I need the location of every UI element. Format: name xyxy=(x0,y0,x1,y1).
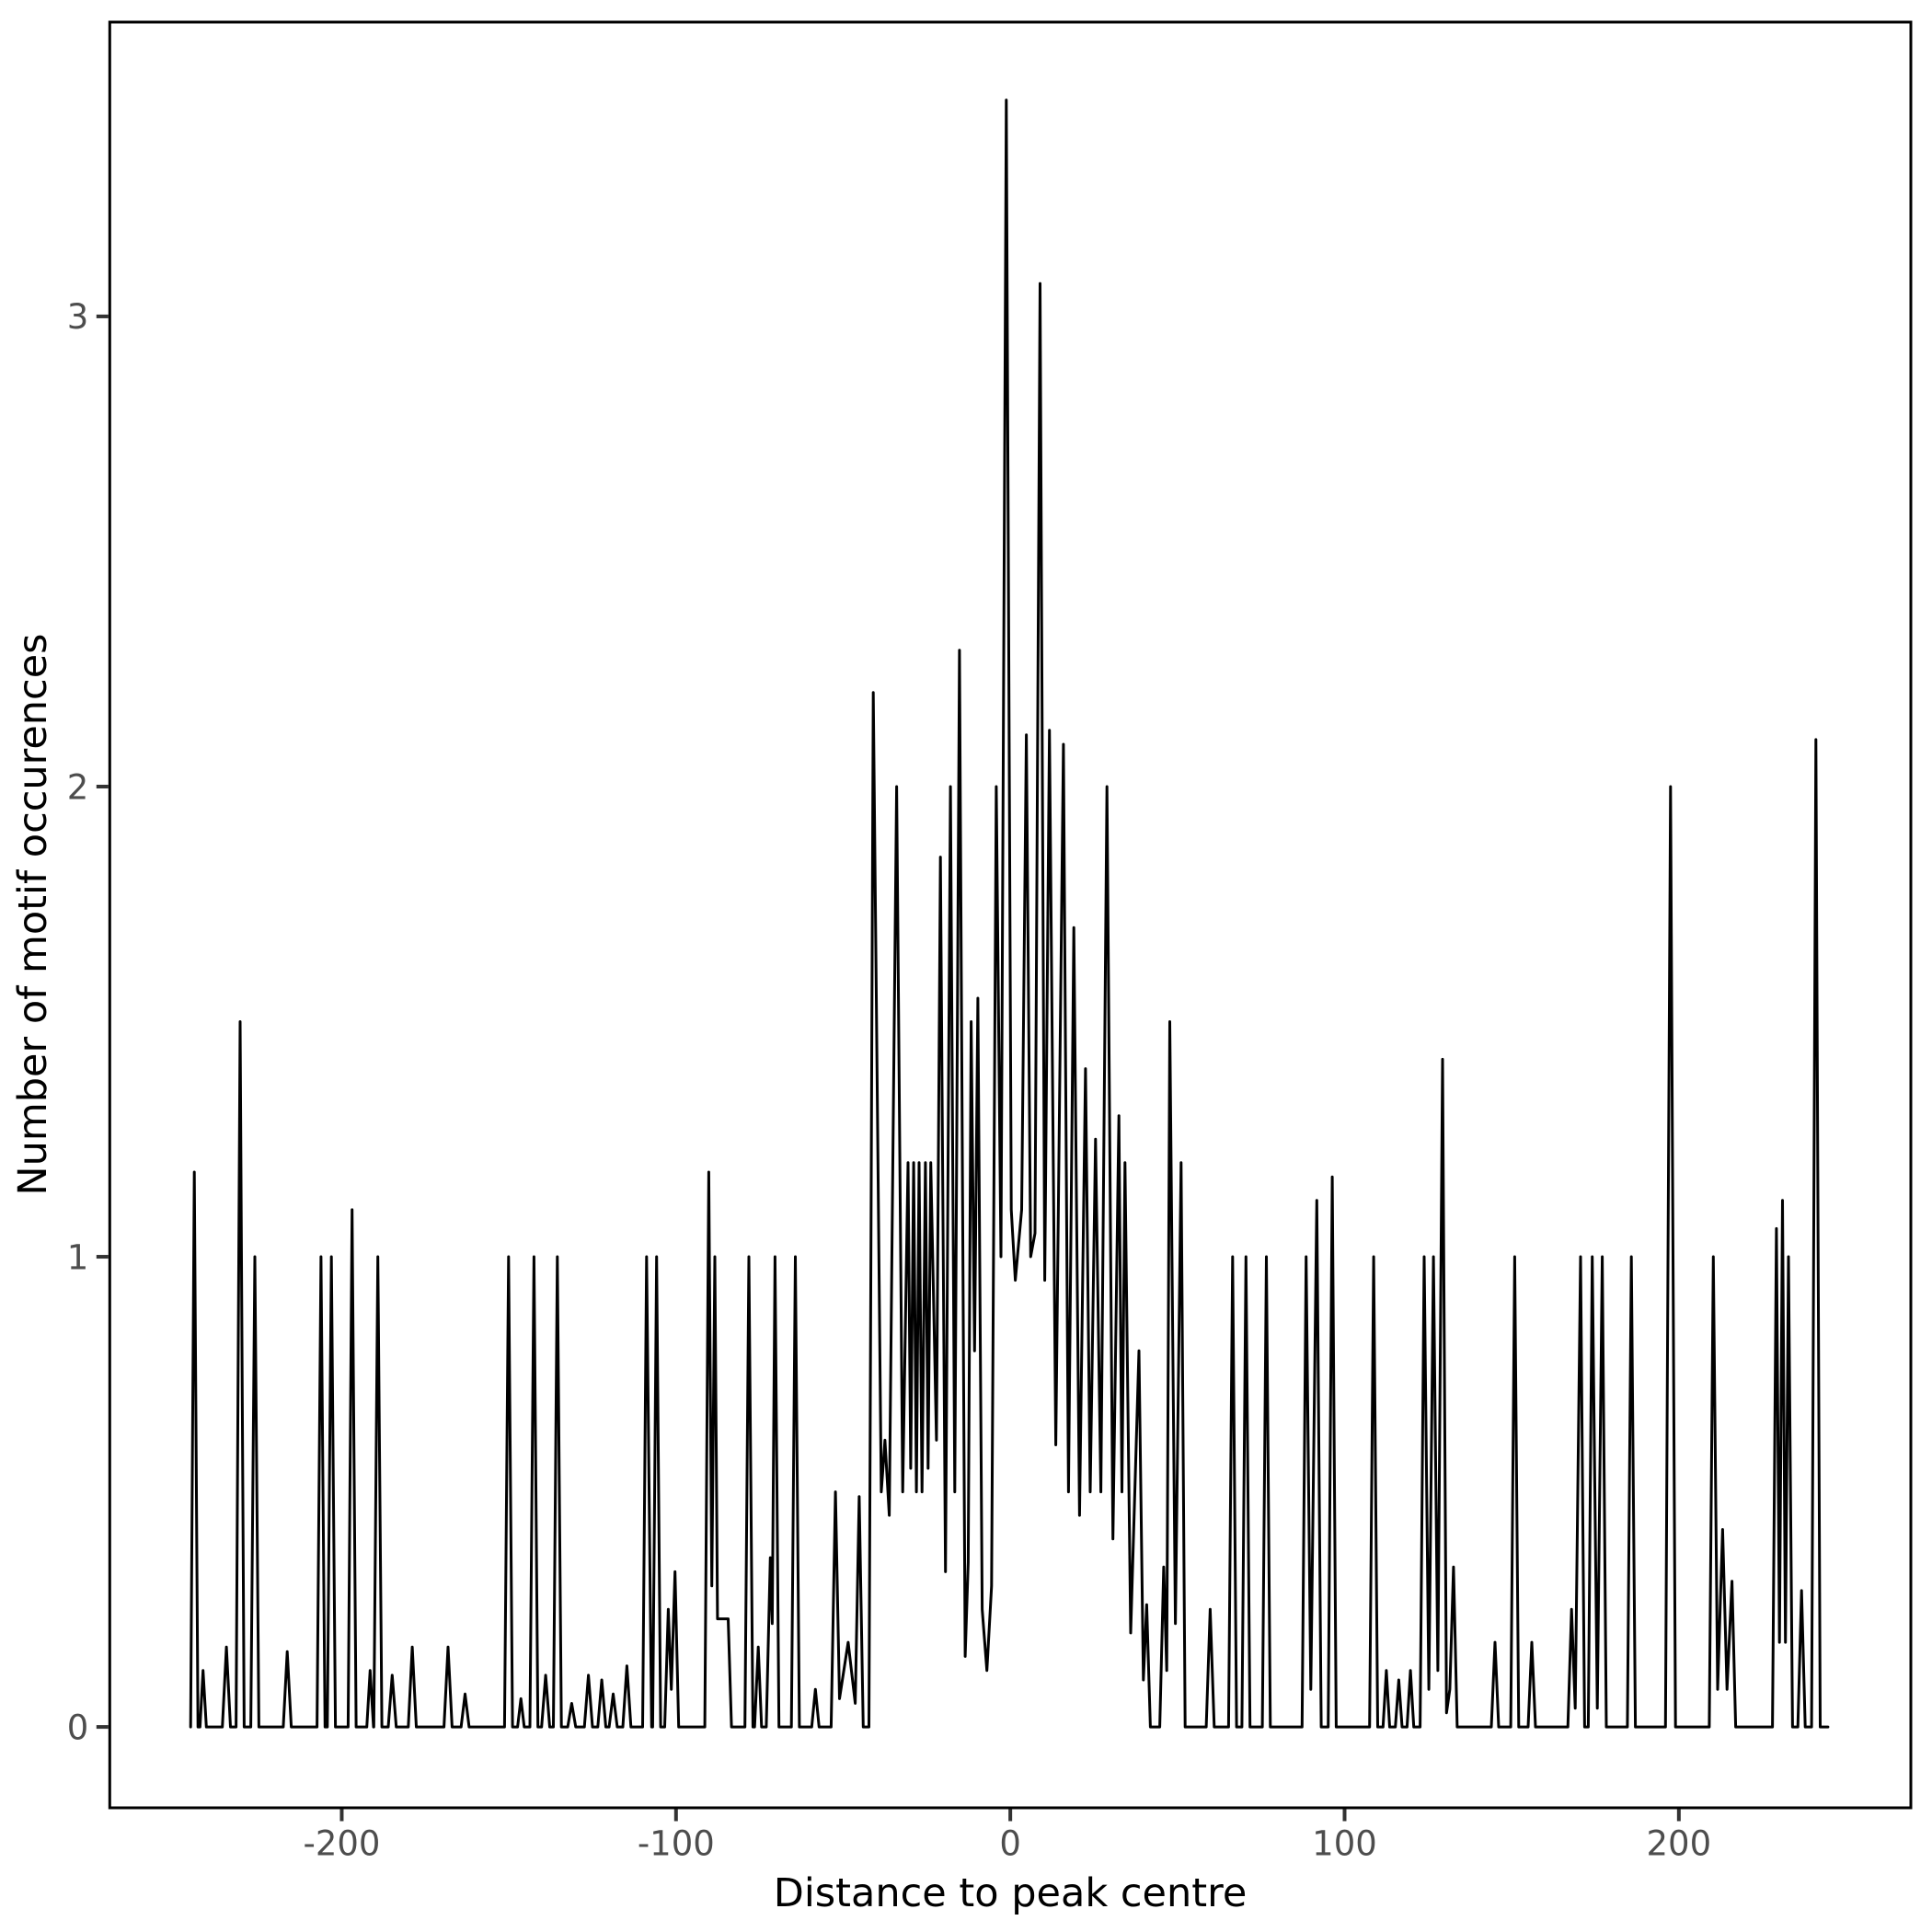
x-tick-label: -100 xyxy=(638,1824,715,1864)
y-tick-label: 1 xyxy=(67,1237,89,1277)
x-axis-title: Distance to peak centre xyxy=(774,1870,1248,1916)
x-tick-label: 200 xyxy=(1647,1824,1712,1864)
y-tick-label: 0 xyxy=(67,1708,89,1747)
x-tick-label: -200 xyxy=(303,1824,380,1864)
y-axis-title: Number of motif occurences xyxy=(10,633,56,1195)
y-axis-ticks: 0 1 2 3 xyxy=(67,297,109,1747)
motif-occurrence-curve xyxy=(189,98,1830,1729)
y-tick-label: 3 xyxy=(67,297,89,337)
y-tick-label: 2 xyxy=(67,767,89,807)
x-axis-ticks: -200 -100 0 100 200 xyxy=(303,1809,1712,1864)
x-tick-label: 0 xyxy=(999,1824,1021,1864)
x-tick-label: 100 xyxy=(1312,1824,1377,1864)
